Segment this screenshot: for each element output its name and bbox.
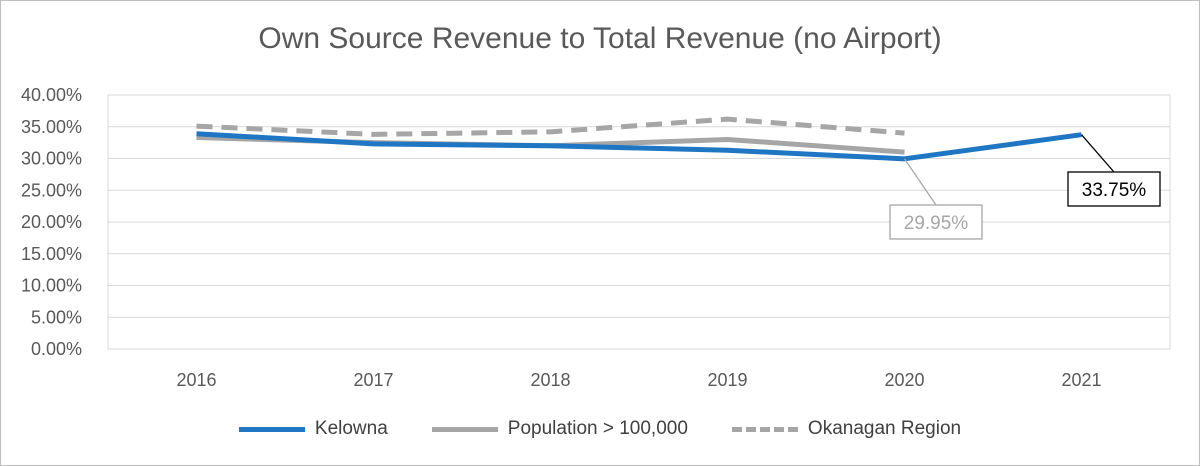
x-tick-label: 2016 — [176, 370, 216, 390]
legend-swatch-population — [431, 426, 498, 432]
annotation-leader — [1081, 134, 1115, 173]
y-tick-label: 0.00% — [31, 339, 82, 359]
legend-swatch-okanagan — [731, 426, 798, 432]
y-tick-label: 25.00% — [21, 180, 82, 200]
legend-label-okanagan: Okanagan Region — [807, 418, 962, 439]
gridlines — [107, 94, 1171, 350]
legend-swatch-kelowna — [238, 426, 305, 432]
legend: Kelowna Population > 100,000 Okanagan Re… — [0, 414, 1200, 444]
y-tick-label: 40.00% — [21, 85, 82, 105]
series-lines — [196, 116, 1082, 162]
y-tick-label: 20.00% — [21, 212, 82, 232]
y-tick-label: 35.00% — [21, 117, 82, 137]
annotation-box — [889, 204, 983, 240]
y-tick-label: 10.00% — [21, 276, 82, 296]
x-tick-labels: 2016 2017 2018 2019 2020 2021 — [176, 370, 1101, 390]
series-line-kelowna — [196, 131, 1082, 162]
data-label: 33.75% — [1082, 180, 1147, 201]
data-label: 29.95% — [904, 213, 969, 234]
annotations: 29.95% 33.75% — [889, 134, 1161, 240]
y-tick-label: 30.00% — [21, 149, 82, 169]
x-tick-label: 2018 — [530, 370, 570, 390]
annotation-leader — [903, 158, 937, 206]
series-line-okanagan-region — [196, 116, 905, 137]
y-tick-labels: 0.00% 5.00% 10.00% 15.00% 20.00% 25.00% 30.00%… — [21, 85, 82, 359]
chart-title: Own Source Revenue to Total Revenue (no … — [258, 22, 942, 55]
x-tick-label: 2021 — [1061, 370, 1101, 390]
y-tick-label: 5.00% — [31, 307, 82, 327]
x-tick-label: 2020 — [884, 370, 924, 390]
annotation-box — [1067, 171, 1161, 207]
legend-item-okanagan: Okanagan Region — [731, 418, 962, 440]
x-tick-label: 2017 — [353, 370, 393, 390]
legend-item-kelowna: Kelowna — [238, 418, 388, 440]
y-tick-label: 15.00% — [21, 244, 82, 264]
x-tick-label: 2019 — [707, 370, 747, 390]
legend-item-population: Population > 100,000 — [431, 418, 688, 440]
legend-label-kelowna: Kelowna — [314, 418, 388, 439]
legend-label-population: Population > 100,000 — [507, 418, 688, 439]
